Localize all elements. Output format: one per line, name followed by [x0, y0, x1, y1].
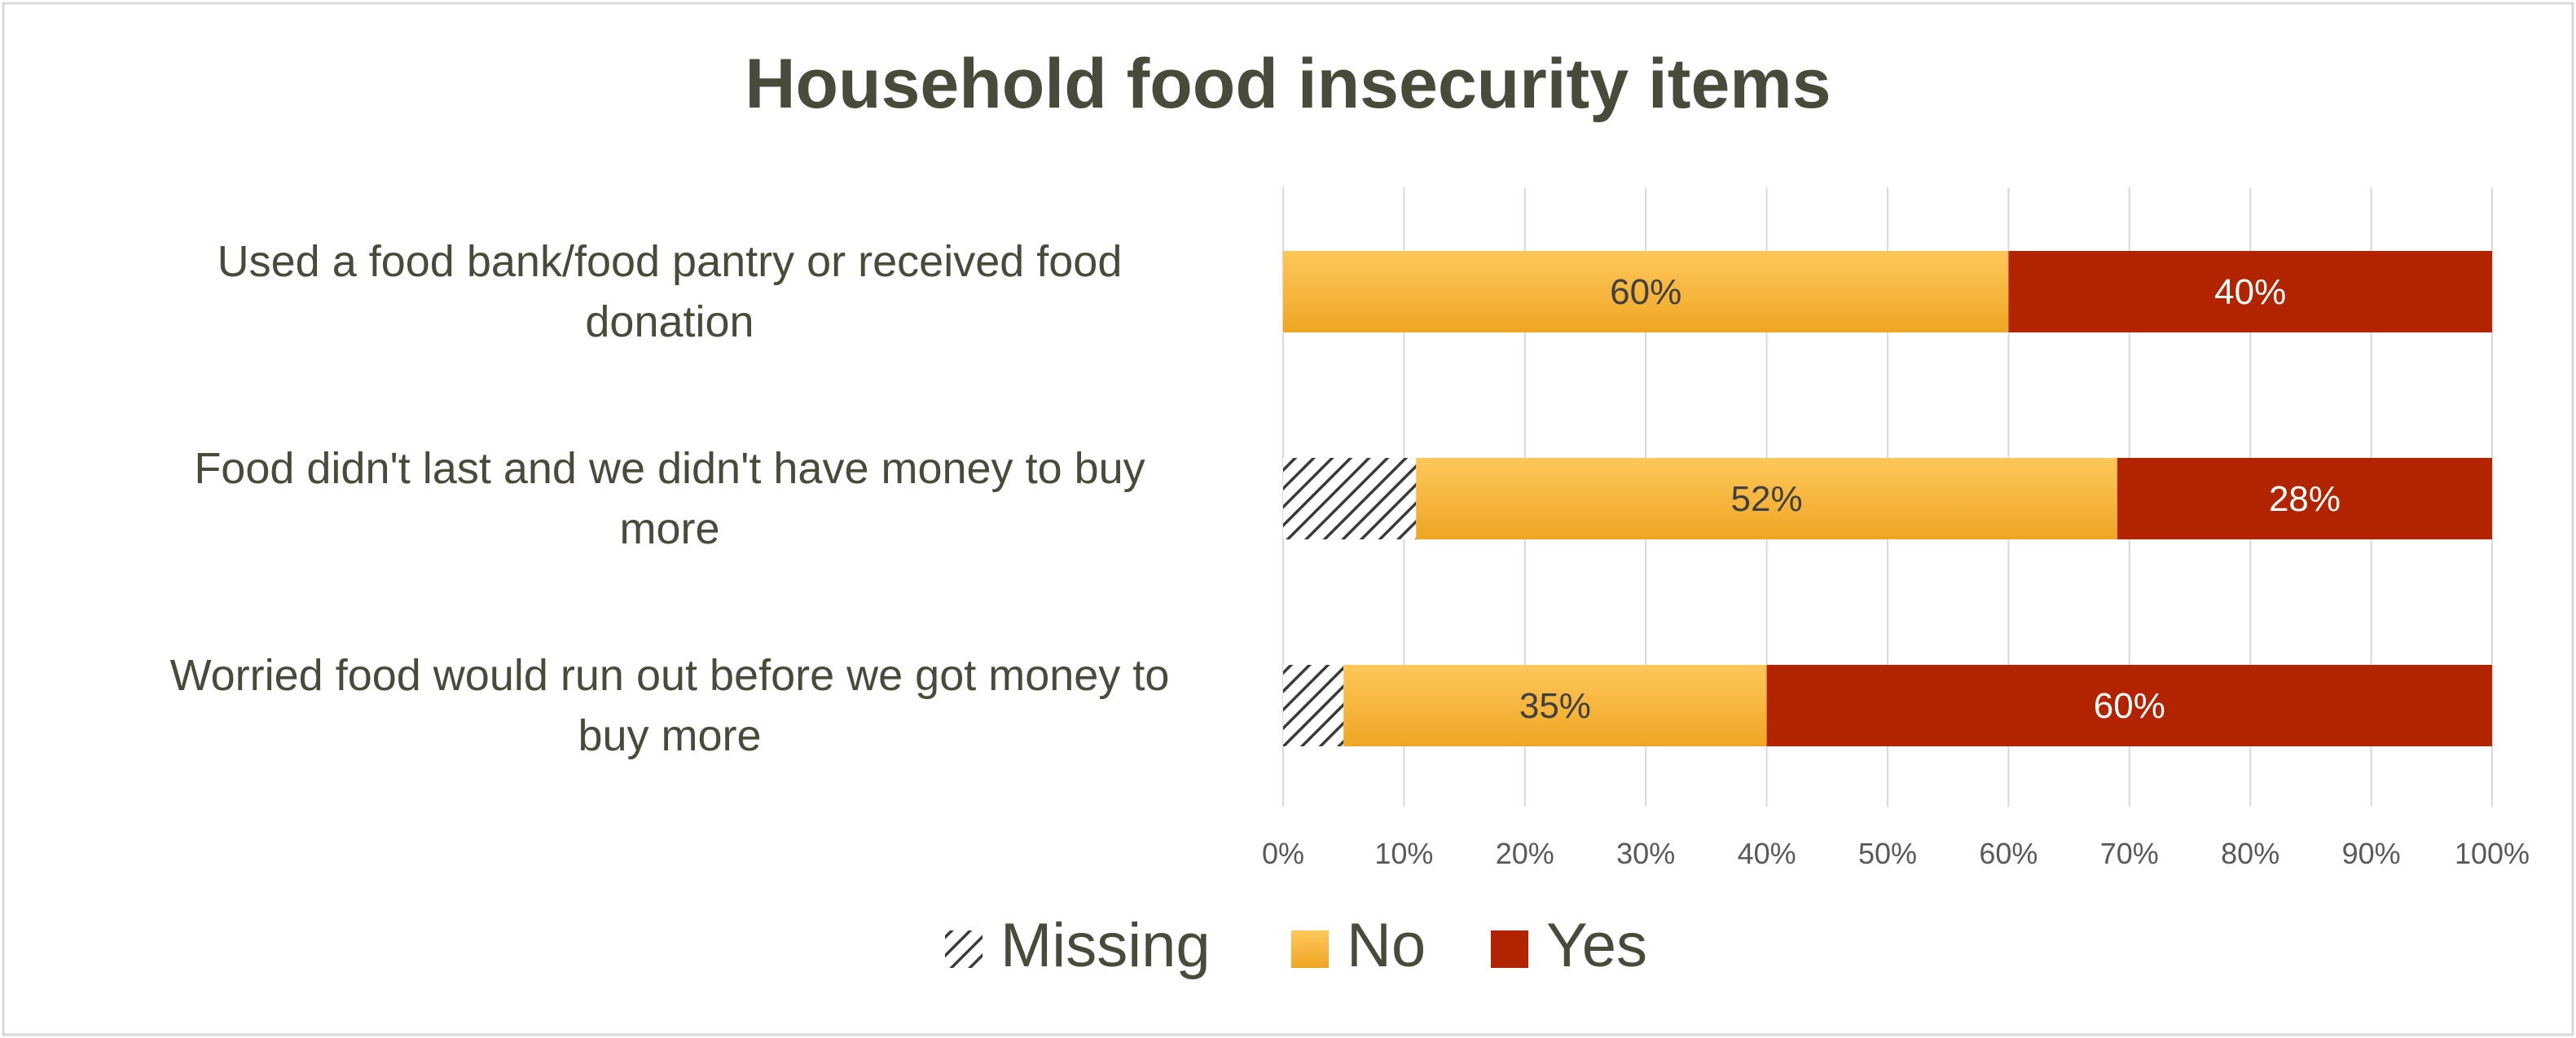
bar-no-2	[1343, 665, 1767, 746]
data-label-no-1: 52%	[1731, 479, 1803, 519]
category-label-0: Used a food bank/food pantry or received…	[218, 237, 1123, 346]
data-label-no-2: 35%	[1519, 686, 1591, 726]
bar-yes-1	[2117, 458, 2492, 539]
legend-label-missing: Missing	[1000, 911, 1211, 980]
category-label-line-2-1: buy more	[578, 711, 761, 760]
x-tick-label-1: 10%	[1374, 837, 1433, 870]
data-label-yes-0: 40%	[2214, 272, 2286, 312]
x-tick-label-6: 60%	[1979, 837, 2038, 870]
bar-missing-2	[1283, 665, 1344, 746]
x-tick-label-8: 80%	[2221, 837, 2279, 870]
category-label-line-1-1: more	[619, 504, 719, 553]
legend-swatch-no	[1291, 930, 1329, 968]
legend: Missing No Yes	[945, 911, 1647, 980]
category-label-line-2-0: Worried food would run out before we got…	[170, 651, 1170, 700]
category-label-1: Food didn't last and we didn't have mone…	[194, 444, 1145, 553]
data-label-no-0: 60%	[1610, 272, 1681, 312]
x-tick-label-7: 70%	[2100, 837, 2159, 870]
bars: 60% 40% 52% 28% 35% 60%	[1283, 251, 2492, 746]
legend-swatch-missing	[945, 930, 982, 968]
data-label-yes-2: 60%	[2094, 686, 2165, 726]
legend-label-no: No	[1347, 911, 1426, 980]
x-axis-ticks: 0% 10% 20% 30% 40% 50% 60% 70% 80% 90% 100%	[1262, 837, 2530, 870]
legend-item-yes: Yes	[1491, 911, 1647, 980]
legend-swatch-yes	[1491, 930, 1528, 968]
x-tick-label-2: 20%	[1496, 837, 1554, 870]
x-tick-label-9: 90%	[2342, 837, 2401, 870]
bar-missing-1	[1283, 458, 1417, 539]
x-tick-label-5: 50%	[1858, 837, 1917, 870]
legend-label-yes: Yes	[1546, 911, 1647, 980]
category-labels: Used a food bank/food pantry or received…	[170, 237, 1170, 760]
bar-no-0	[1283, 251, 2009, 332]
data-label-yes-1: 28%	[2269, 479, 2341, 519]
chart-title: Household food insecurity items	[745, 45, 1831, 123]
x-tick-label-10: 100%	[2455, 837, 2530, 870]
bar-no-1	[1416, 458, 2117, 539]
x-tick-label-0: 0%	[1262, 837, 1304, 870]
legend-item-missing: Missing	[945, 911, 1211, 980]
bar-yes-2	[1766, 665, 2492, 746]
legend-item-no: No	[1291, 911, 1426, 980]
bar-yes-0	[2008, 251, 2492, 332]
category-label-line-0-1: donation	[585, 297, 754, 346]
category-label-line-1-0: Food didn't last and we didn't have mone…	[194, 444, 1145, 493]
category-label-line-0-0: Used a food bank/food pantry or received…	[218, 237, 1123, 286]
category-label-2: Worried food would run out before we got…	[170, 651, 1170, 760]
x-tick-label-4: 40%	[1738, 837, 1796, 870]
x-tick-label-3: 30%	[1616, 837, 1675, 870]
